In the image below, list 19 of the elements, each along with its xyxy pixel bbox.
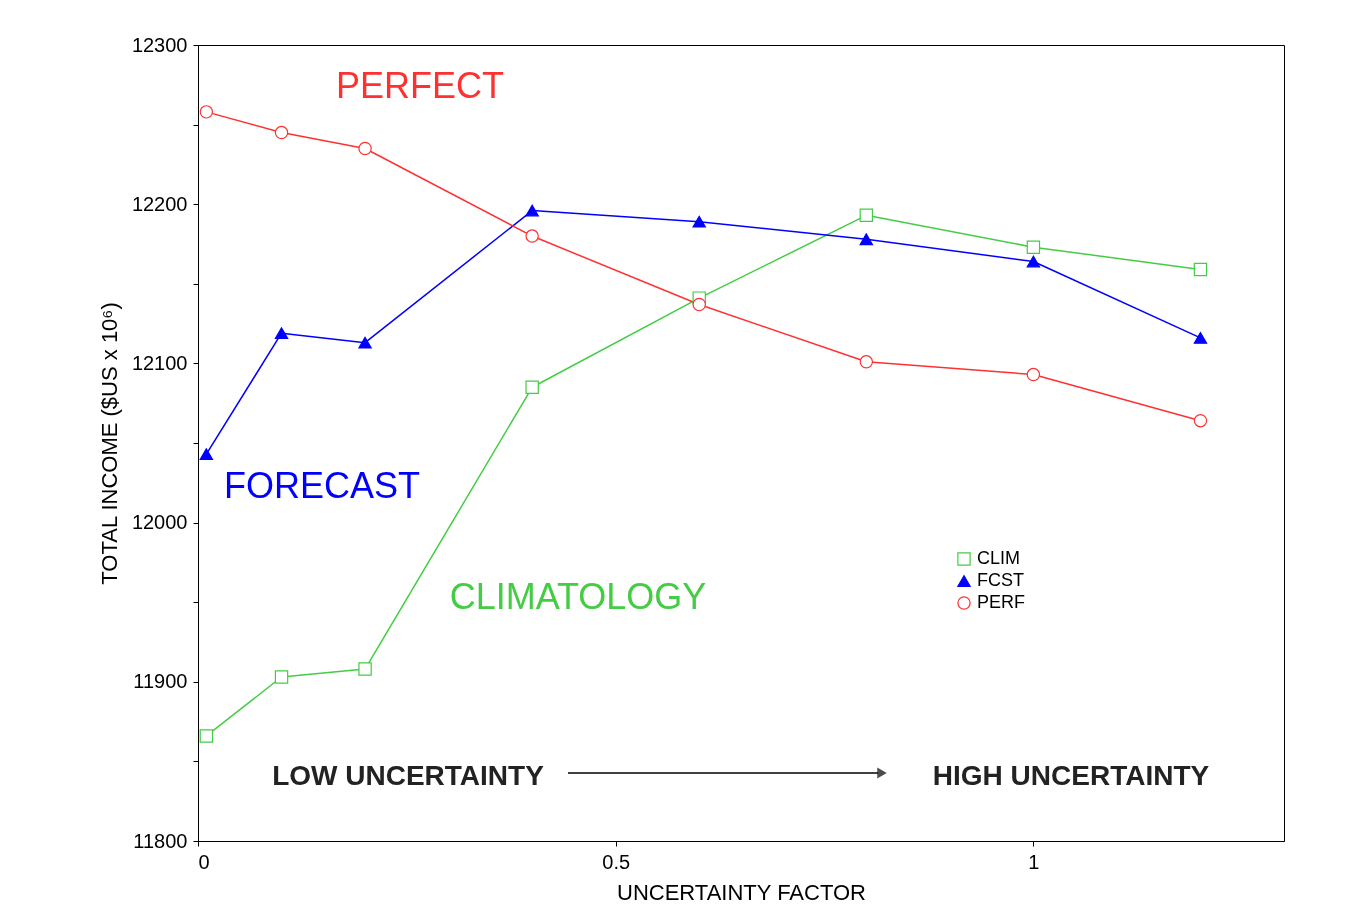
y-tick-label: 12100 [131, 351, 188, 374]
x-axis-title: UNCERTAINTY FACTOR [617, 879, 866, 905]
y-tick-label: 11900 [133, 670, 188, 693]
x-tick-label: 1 [1028, 850, 1040, 873]
annotation: HIGH UNCERTAINTY [932, 760, 1210, 791]
y-tick-label: 12200 [131, 192, 188, 215]
x-tick-label: 0 [198, 850, 210, 873]
annotation: CLIMATOLOGY [449, 576, 707, 617]
y-axis-title: TOTAL INCOME ($US x 10⁶) [96, 302, 122, 585]
y-tick-label: 12000 [131, 511, 188, 534]
y-tick-label: 12300 [131, 33, 188, 56]
annotation: LOW UNCERTAINTY [272, 760, 545, 791]
annotation: FORECAST [223, 465, 421, 506]
legend-label: FCST [977, 570, 1024, 590]
annotation: PERFECT [335, 65, 505, 106]
legend-label: CLIM [977, 548, 1021, 568]
x-tick-label: 0.5 [602, 850, 631, 873]
y-tick-label: 11800 [133, 829, 188, 852]
legend-label: PERF [977, 592, 1026, 612]
